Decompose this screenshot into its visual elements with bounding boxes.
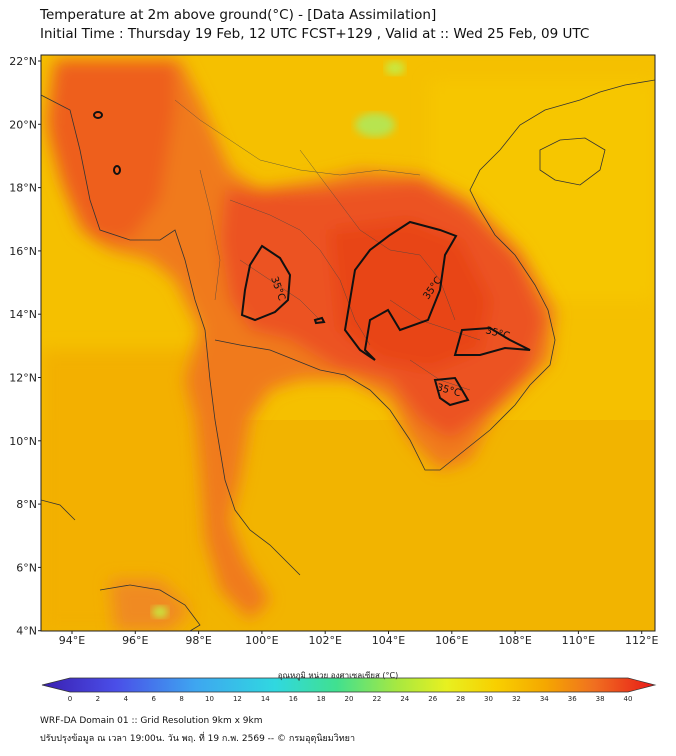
- plot-frame: [40, 54, 656, 632]
- lat-tick-label: 18°N: [9, 182, 37, 195]
- colorbar-tick-label: 0: [68, 695, 72, 703]
- colorbar-tick-label: 34: [540, 695, 549, 703]
- latitude-axis: 22°N 20°N 18°N 16°N 14°N 12°N 10°N 8°N 6°N 4°N: [9, 55, 41, 638]
- cool-spot: [355, 113, 395, 137]
- map-subtitle: Initial Time : Thursday 19 Feb, 12 UTC F…: [40, 26, 590, 42]
- footer-update-info: ปรับปรุงข้อมูล ณ เวลา 19:00น. วัน พฤ. ที…: [40, 734, 356, 744]
- colorbar-tick-label: 6: [151, 695, 156, 703]
- lat-tick-label: 22°N: [9, 55, 37, 68]
- colorbar-tick-label: 14: [261, 695, 270, 703]
- colorbar-tick-label: 4: [124, 695, 129, 703]
- longitude-axis: 94°E 96°E 98°E 100°E 102°E 104°E 106°E 108°E 110…: [59, 631, 658, 647]
- colorbar: 0 2 4 6 8 10 12 14 16 18 20 22 24 26 28 30 32 34 36 38 40: [41, 677, 657, 703]
- colorbar-title: อุณหภูมิ หน่วย องศาเซลเซียส (°C): [277, 671, 399, 680]
- colorbar-tick-label: 22: [372, 695, 381, 703]
- lat-tick-label: 6°N: [16, 561, 37, 574]
- colorbar-tick-label: 18: [317, 695, 326, 703]
- lon-tick-label: 112°E: [625, 634, 658, 647]
- lat-tick-label: 10°N: [9, 435, 37, 448]
- colorbar-tick-label: 28: [456, 695, 465, 703]
- lat-tick-label: 20°N: [9, 118, 37, 131]
- lon-tick-label: 108°E: [498, 634, 531, 647]
- colorbar-tick-label: 32: [512, 695, 521, 703]
- colorbar-tick-label: 2: [96, 695, 100, 703]
- colorbar-tick-label: 26: [428, 695, 437, 703]
- lon-tick-label: 94°E: [59, 634, 85, 647]
- colorbar-tick-label: 36: [568, 695, 577, 703]
- lat-tick-label: 14°N: [9, 308, 37, 321]
- colorbar-tick-label: 10: [205, 695, 214, 703]
- colorbar-tick-label: 40: [624, 695, 633, 703]
- lat-tick-label: 4°N: [16, 625, 37, 638]
- footer-model-info: WRF-DA Domain 01 :: Grid Resolution 9km …: [40, 716, 263, 726]
- lat-tick-label: 12°N: [9, 372, 37, 385]
- contour-35c: [93, 111, 531, 407]
- coastlines: [41, 79, 655, 631]
- colorbar-tick-label: 8: [179, 695, 183, 703]
- lat-tick-label: 16°N: [9, 245, 37, 258]
- colorbar-tick-label: 20: [345, 695, 354, 703]
- temperature-field: [41, 55, 655, 631]
- lon-tick-label: 110°E: [562, 634, 595, 647]
- lat-tick-label: 8°N: [16, 498, 37, 511]
- colorbar-tick-label: 38: [596, 695, 605, 703]
- hot-zone: [45, 60, 555, 631]
- lon-tick-label: 98°E: [185, 634, 211, 647]
- colorbar-tick-label: 12: [233, 695, 242, 703]
- lon-tick-label: 96°E: [122, 634, 148, 647]
- lon-tick-label: 100°E: [245, 634, 278, 647]
- country-borders: [174, 99, 481, 391]
- lon-tick-label: 102°E: [308, 634, 341, 647]
- colorbar-tick-label: 16: [289, 695, 298, 703]
- lon-tick-label: 104°E: [372, 634, 405, 647]
- colorbar-tick-label: 24: [400, 695, 409, 703]
- map-title: Temperature at 2m above ground(°C) - [Da…: [40, 7, 437, 23]
- colorbar-tick-label: 30: [484, 695, 493, 703]
- lon-tick-label: 106°E: [435, 634, 468, 647]
